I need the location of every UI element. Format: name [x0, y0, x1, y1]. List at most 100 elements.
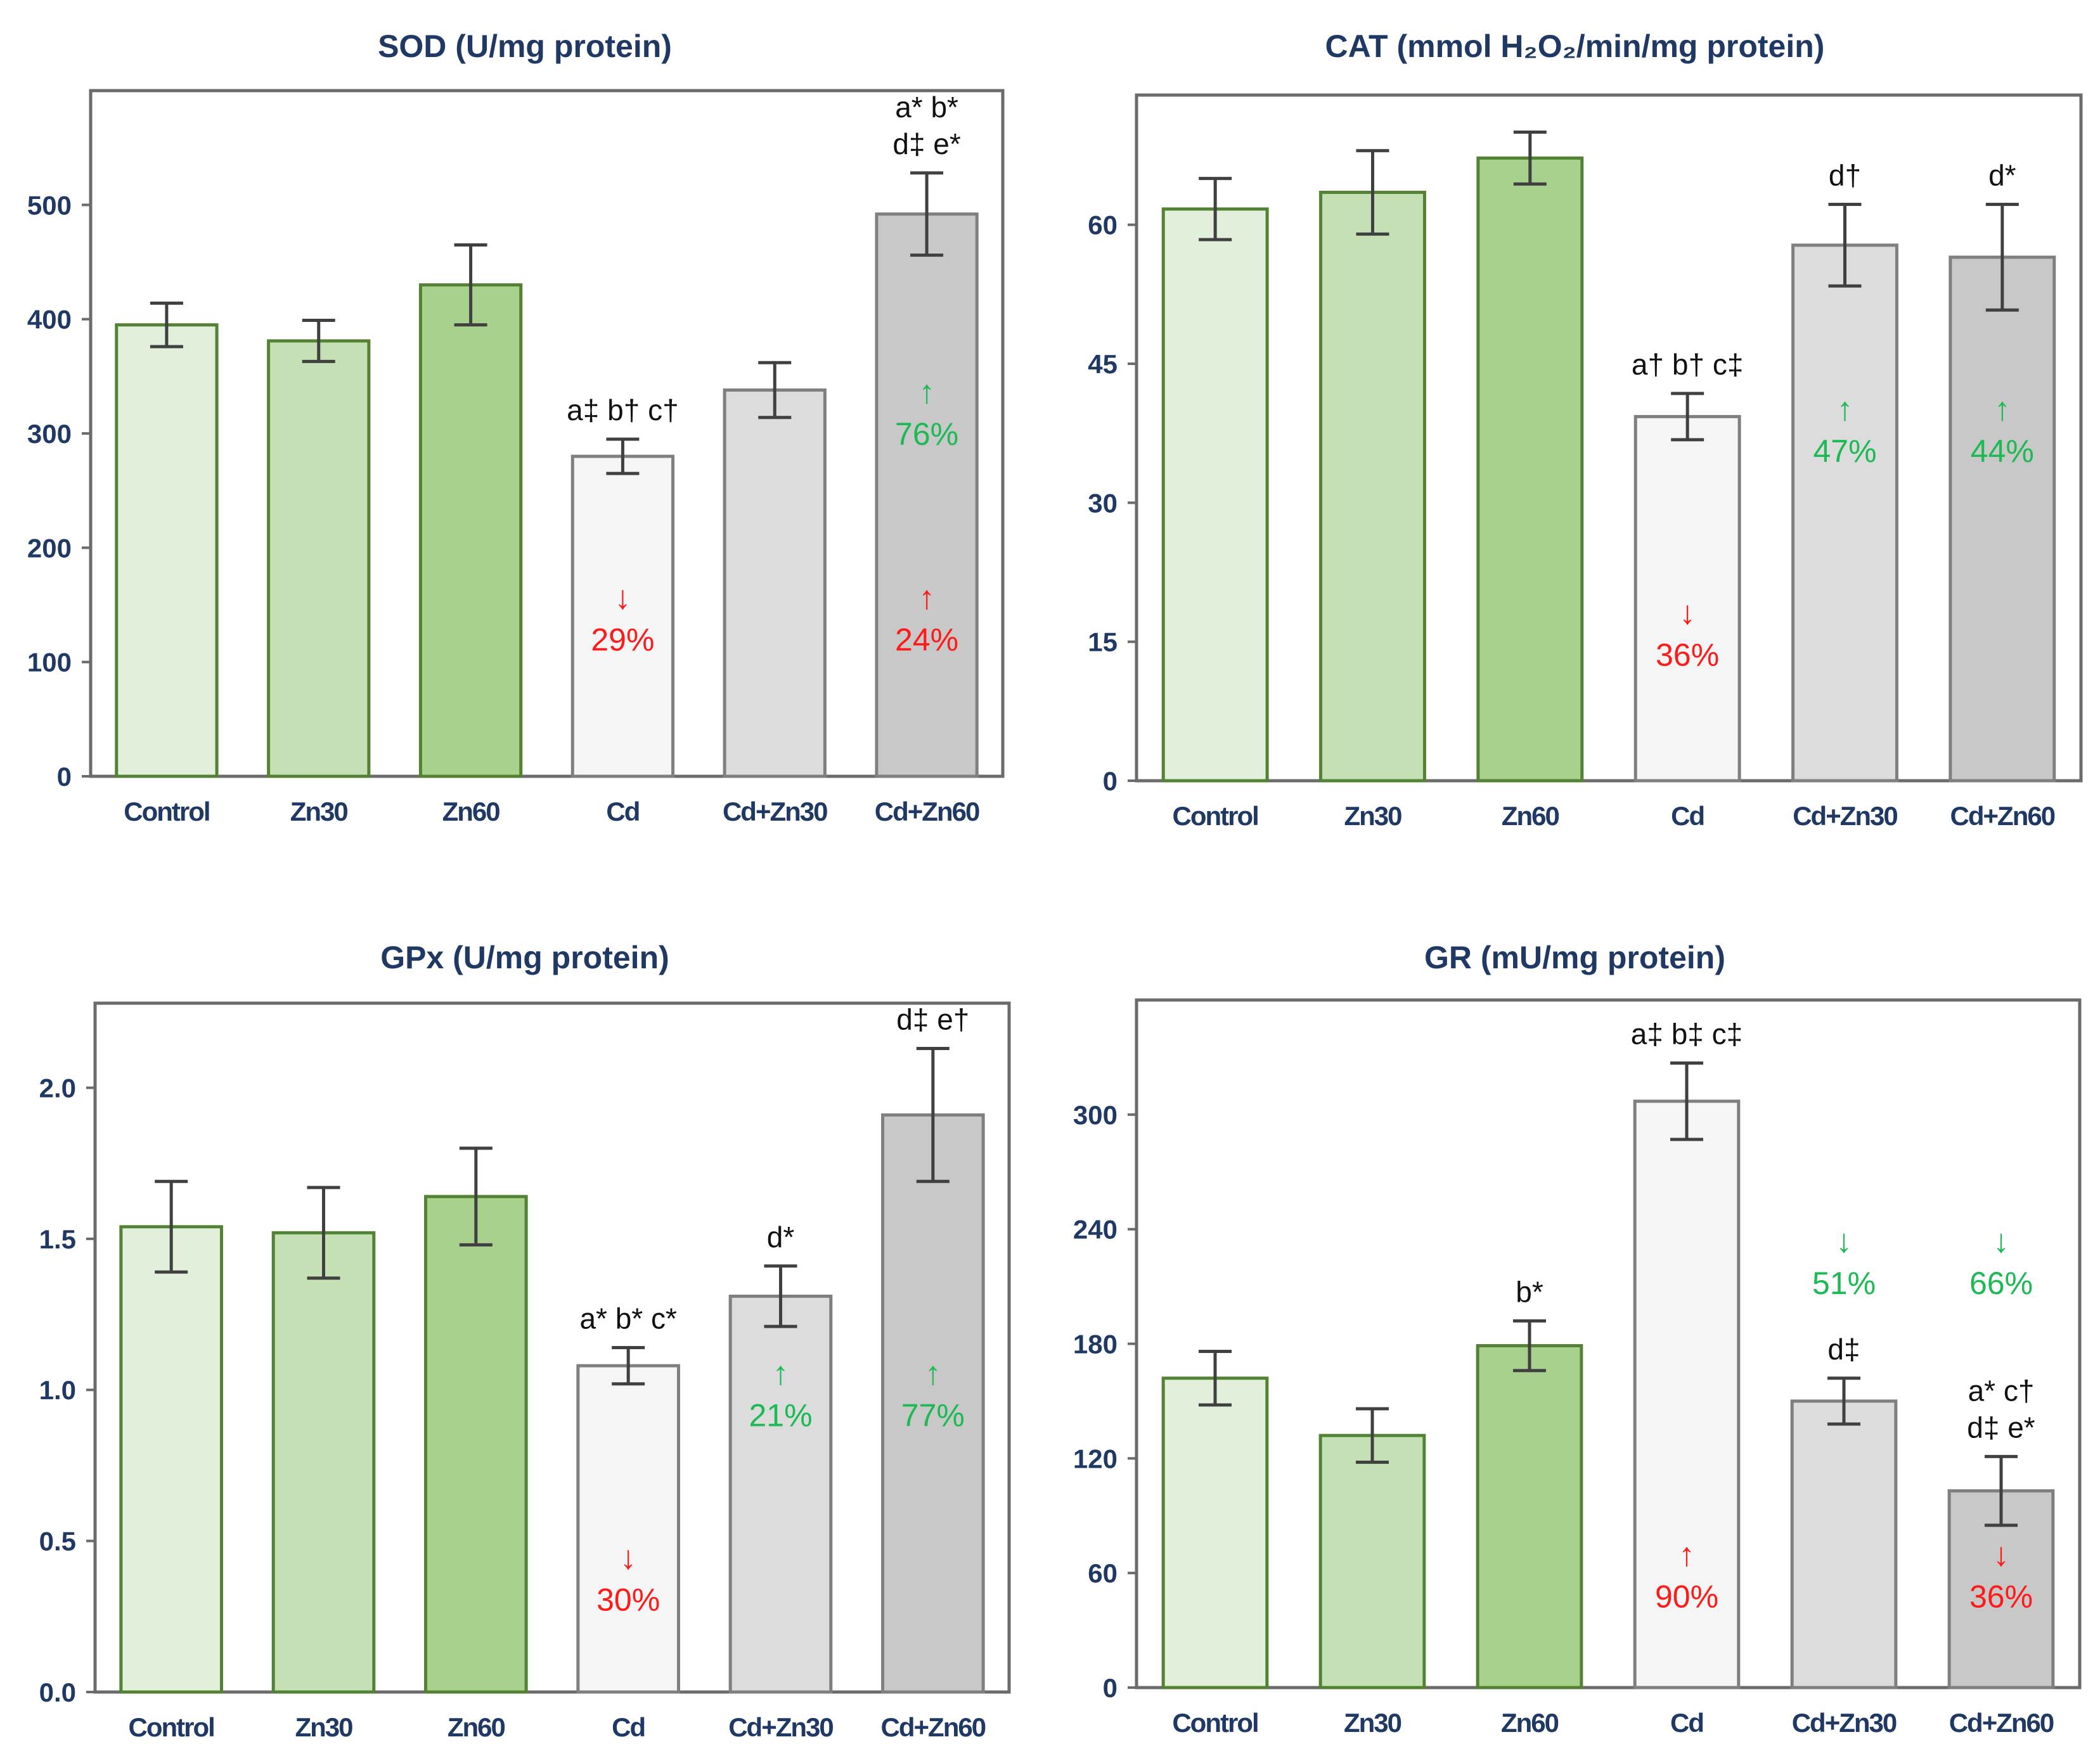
gpx-bar-cd-zn60[interactable] — [881, 1113, 985, 1694]
sod-significance-label: a‡ b† c† — [567, 394, 678, 426]
cat-y-tick-label: 15 — [1088, 627, 1118, 657]
gr-category-label: Zn30 — [1344, 1708, 1401, 1738]
sod-chart: SOD (U/mg protein) 0 100 200 300 400 500 Contro… — [27, 29, 1005, 826]
cat-chart: CAT (mmol H₂O₂/min/mg protein) 0 15 30 45 60 C… — [1088, 29, 2083, 831]
gr-significance-label: a* c† — [1968, 1374, 2035, 1407]
gr-y-tick-label: 0 — [1103, 1673, 1118, 1703]
sod-y-tick-label: 100 — [27, 648, 72, 677]
gpx-category-label: Cd — [612, 1712, 645, 1742]
sod-bar-control[interactable] — [115, 323, 219, 778]
gr-percent-change-label: 66% — [1969, 1266, 2033, 1301]
gr-plot-frame — [1135, 998, 2082, 1689]
gr-y-tick-label: 60 — [1088, 1558, 1118, 1588]
gpx-bar-zn30[interactable] — [271, 1231, 376, 1694]
gr-down-arrow-icon: ↓ — [1993, 1536, 2009, 1573]
gr-chart: GR (mU/mg protein) 0 60 120 180 240 300 Control… — [1073, 940, 2082, 1738]
sod-bar-zn30[interactable] — [267, 339, 371, 778]
gr-category-label: Control — [1172, 1708, 1258, 1738]
sod-plot-frame — [89, 89, 1005, 778]
gpx-y-tick-label: 1.0 — [39, 1375, 76, 1405]
gr-y-tick-label: 240 — [1073, 1215, 1118, 1245]
gr-bar-cd[interactable] — [1633, 1099, 1741, 1689]
sod-y-tick-label: 200 — [27, 533, 72, 563]
sod-significance-label: d‡ e* — [892, 127, 961, 160]
gr-chart-title: GR (mU/mg protein) — [1424, 940, 1725, 975]
cat-percent-change-label: 47% — [1813, 433, 1876, 469]
gpx-significance-label: a* b* c* — [579, 1302, 677, 1335]
cat-category-label: Cd+Zn30 — [1793, 801, 1897, 831]
cat-significance-label: a† b† c‡ — [1632, 348, 1743, 381]
sod-bar-cd-zn60[interactable] — [875, 212, 979, 778]
gpx-chart-panel: GPx (U/mg protein) 0.0 0.5 1.0 1.5 2.0 Control… — [0, 875, 1050, 1763]
gpx-down-arrow-icon: ↓ — [620, 1539, 636, 1576]
sod-percent-change-label: 24% — [895, 622, 958, 658]
sod-bar-zn60[interactable] — [418, 283, 523, 778]
cat-category-label: Cd — [1671, 801, 1704, 831]
gr-category-label: Cd+Zn30 — [1792, 1708, 1897, 1738]
sod-category-label: Cd+Zn30 — [723, 797, 827, 826]
gpx-category-label: Zn30 — [295, 1712, 352, 1742]
cat-category-label: Zn30 — [1344, 801, 1401, 831]
cat-bar-cd-zn60[interactable] — [1949, 255, 2056, 783]
gpx-y-tick-label: 2.0 — [39, 1073, 76, 1103]
cat-chart-title: CAT (mmol H₂O₂/min/mg protein) — [1325, 29, 1825, 64]
gr-chart-panel: GR (mU/mg protein) 0 60 120 180 240 300 Control… — [1050, 875, 2100, 1763]
gr-bar-cd-zn30[interactable] — [1790, 1399, 1898, 1689]
gpx-significance-label: d‡ e† — [896, 1003, 969, 1036]
cat-bar-cd-zn30[interactable] — [1791, 243, 1898, 783]
gpx-bar-zn60[interactable] — [424, 1195, 528, 1694]
cat-chart-panel: CAT (mmol H₂O₂/min/mg protein) 0 15 30 45 60 C… — [1050, 0, 2100, 875]
gr-down-arrow-icon: ↓ — [1836, 1223, 1852, 1260]
gr-y-tick-label: 300 — [1073, 1100, 1118, 1130]
cat-plot-frame — [1135, 93, 2083, 783]
gpx-up-arrow-icon: ↑ — [773, 1355, 789, 1392]
gr-up-arrow-icon: ↑ — [1678, 1536, 1695, 1573]
cat-significance-label: d* — [1988, 159, 2016, 192]
gpx-percent-change-label: 21% — [749, 1397, 812, 1433]
gr-bar-zn30[interactable] — [1318, 1433, 1426, 1689]
cat-y-tick-label: 60 — [1088, 210, 1118, 240]
gpx-bar-cd[interactable] — [576, 1364, 680, 1694]
gpx-bar-cd-zn30[interactable] — [728, 1294, 833, 1694]
sod-y-tick-label: 300 — [27, 419, 72, 449]
sod-percent-change-label: 29% — [591, 622, 654, 658]
gr-percent-change-label: 51% — [1812, 1266, 1876, 1301]
gpx-chart: GPx (U/mg protein) 0.0 0.5 1.0 1.5 2.0 Control… — [39, 940, 1011, 1742]
sod-y-tick-label: 0 — [57, 762, 72, 792]
gr-bar-zn60[interactable] — [1476, 1344, 1583, 1689]
gr-category-label: Zn60 — [1501, 1708, 1559, 1738]
sod-y-tick-label: 400 — [27, 305, 72, 335]
cat-down-arrow-icon: ↓ — [1679, 595, 1696, 632]
sod-bar-cd[interactable] — [570, 454, 675, 778]
cat-bar-zn30[interactable] — [1319, 191, 1426, 783]
sod-category-label: Zn60 — [442, 797, 500, 826]
cat-category-label: Control — [1173, 801, 1258, 831]
gpx-y-tick-label: 0.0 — [39, 1677, 76, 1707]
sod-bar-cd-zn30[interactable] — [723, 388, 827, 778]
cat-bar-control[interactable] — [1161, 207, 1269, 783]
cat-bar-zn60[interactable] — [1476, 156, 1584, 783]
gr-bar-control[interactable] — [1161, 1376, 1269, 1689]
sod-down-arrow-icon: ↓ — [614, 580, 631, 617]
sod-up-arrow-icon: ↑ — [918, 374, 935, 411]
gpx-y-tick-label: 1.5 — [39, 1224, 76, 1254]
sod-category-label: Cd+Zn60 — [875, 797, 979, 826]
cat-percent-change-label: 44% — [1971, 433, 2034, 469]
sod-y-tick-label: 500 — [27, 190, 72, 220]
cat-up-arrow-icon: ↑ — [1837, 391, 1853, 428]
gr-category-label: Cd — [1670, 1708, 1703, 1738]
sod-category-label: Control — [124, 797, 209, 826]
gpx-percent-change-label: 30% — [596, 1582, 660, 1617]
gpx-up-arrow-icon: ↑ — [925, 1355, 941, 1392]
gpx-chart-title: GPx (U/mg protein) — [380, 940, 669, 975]
sod-chart-title: SOD (U/mg protein) — [378, 29, 672, 64]
gpx-bar-control[interactable] — [119, 1225, 223, 1694]
gpx-category-label: Cd+Zn30 — [728, 1712, 833, 1742]
gr-significance-label: d‡ — [1827, 1333, 1860, 1366]
cat-category-label: Cd+Zn60 — [1950, 801, 2055, 831]
cat-bar-cd[interactable] — [1633, 414, 1741, 783]
gpx-category-label: Zn60 — [448, 1712, 505, 1742]
sod-significance-label: a* b* — [895, 91, 958, 124]
gpx-significance-label: d* — [767, 1221, 795, 1253]
gpx-category-label: Cd+Zn60 — [881, 1712, 986, 1742]
